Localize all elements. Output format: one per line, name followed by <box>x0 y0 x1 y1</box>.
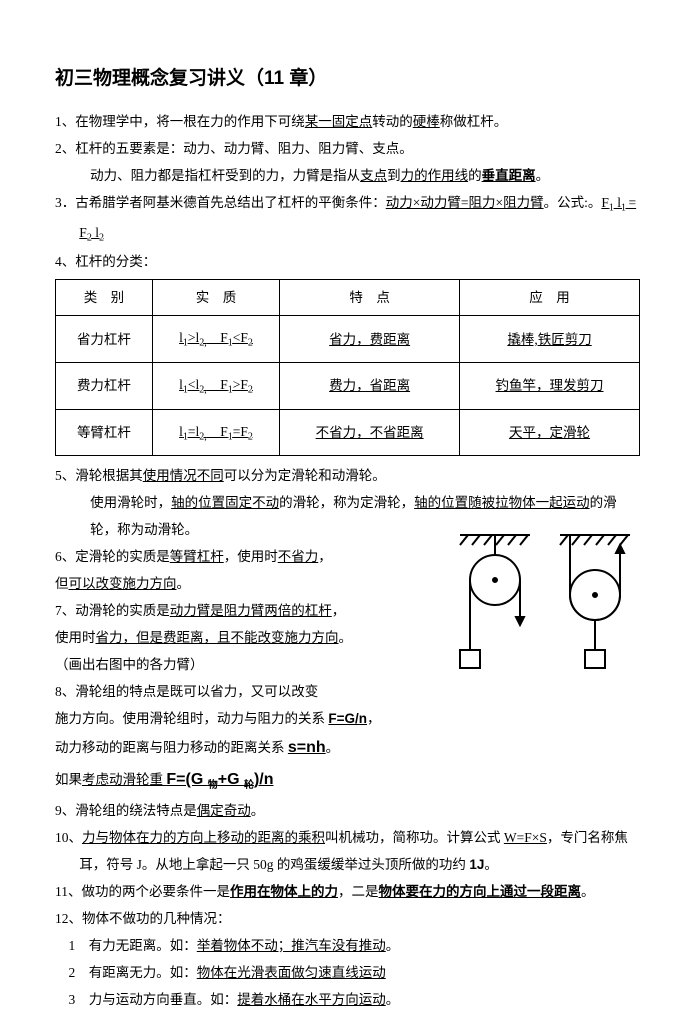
th-essence: 实 质 <box>152 280 279 316</box>
table-row: 等臂杠杆 l1=l2, F1=F2 不省力，不省距离 天平，定滑轮 <box>56 409 640 456</box>
cell: l1<l2, F1>F2 <box>152 363 279 410</box>
table-row: 省力杠杆 l1>l2, F1<F2 省力，费距离 撬棒,铁匠剪刀 <box>56 316 640 363</box>
para-8c: 动力移动的距离与阻力移动的距离关系 s=nh。 <box>55 732 640 764</box>
para-3: 3．古希腊学者阿基米德首先总结出了杠杆的平衡条件：动力×动力臂=阻力×阻力臂。公… <box>55 189 640 248</box>
para-12: 12、物体不做功的几种情况： <box>55 905 640 932</box>
para-4: 4、杠杆的分类： <box>55 248 640 275</box>
cell: 不省力，不省距离 <box>280 409 460 456</box>
para-12-1: 1 有力无距离。如：举着物体不动；推汽车没有推动。 <box>55 932 640 959</box>
cell: 钓鱼竿，理发剪刀 <box>460 363 640 410</box>
para-11: 11、做功的两个必要条件一是作用在物体上的力，二是物体要在力的方向上通过一段距离… <box>55 878 640 905</box>
table-row: 费力杠杆 l1<l2, F1>F2 费力，省距离 钓鱼竿，理发剪刀 <box>56 363 640 410</box>
cell: l1>l2, F1<F2 <box>152 316 279 363</box>
para-12-3: 3 力与运动方向垂直。如：提着水桶在水平方向运动。 <box>55 986 640 1013</box>
cell: 费力杠杆 <box>56 363 153 410</box>
para-1: 1、在物理学中，将一根在力的作用下可绕某一固定点转动的硬棒称做杠杆。 <box>55 108 640 135</box>
th-type: 类 别 <box>56 280 153 316</box>
cell: 天平，定滑轮 <box>460 409 640 456</box>
cell: 省力杠杆 <box>56 316 153 363</box>
cell: 费力，省距离 <box>280 363 460 410</box>
cell: l1=l2, F1=F2 <box>152 409 279 456</box>
para-2b: 动力、阻力都是指杠杆受到的力，力臂是指从支点到力的作用线的垂直距离。 <box>55 162 640 189</box>
lever-table: 类 别 实 质 特 点 应 用 省力杠杆 l1>l2, F1<F2 省力，费距离… <box>55 279 640 456</box>
th-feature: 特 点 <box>280 280 460 316</box>
cell: 等臂杠杆 <box>56 409 153 456</box>
para-8d: 如果考虑动滑轮重 F=(G 物+G 轮)/n <box>55 764 640 796</box>
para-9: 9、滑轮组的绕法特点是偶定奇动。 <box>55 797 640 824</box>
para-10: 10、力与物体在力的方向上移动的距离的乘积叫机械功，简称功。计算公式 W=F×S… <box>55 824 640 878</box>
para-2: 2、杠杆的五要素是：动力、动力臂、阻力、阻力臂、支点。 <box>55 135 640 162</box>
para-8: 8、滑轮组的特点是既可以省力，又可以改变 <box>55 678 640 705</box>
cell: 省力，费距离 <box>280 316 460 363</box>
pulley-diagram <box>440 525 640 680</box>
th-application: 应 用 <box>460 280 640 316</box>
para-8b: 施力方向。使用滑轮组时，动力与阻力的关系 F=G/n， <box>55 705 640 732</box>
table-header-row: 类 别 实 质 特 点 应 用 <box>56 280 640 316</box>
para-5: 5、滑轮根据其使用情况不同可以分为定滑轮和动滑轮。 <box>55 462 640 489</box>
cell: 撬棒,铁匠剪刀 <box>460 316 640 363</box>
page-title: 初三物理概念复习讲义（11 章） <box>55 60 640 98</box>
